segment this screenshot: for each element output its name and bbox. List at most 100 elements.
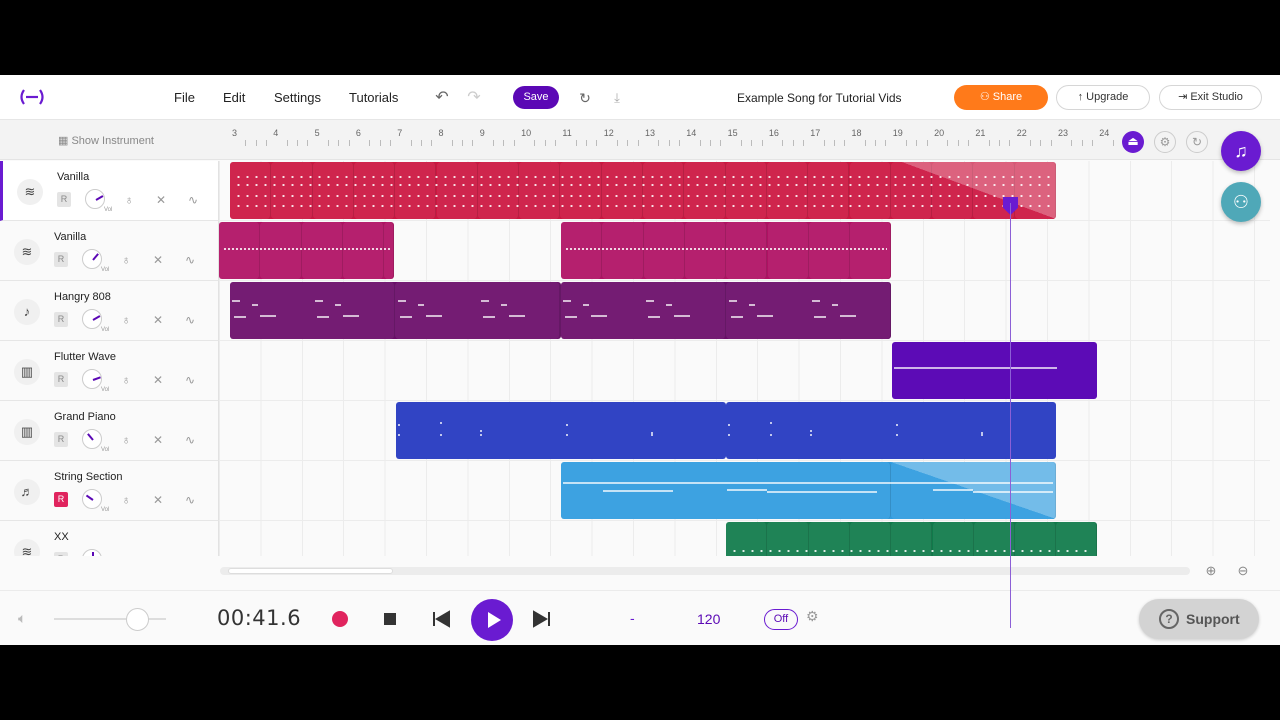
track-header[interactable]: ▥ Grand Piano R Vol ♁ ✕ ∿ [0, 401, 219, 461]
track-lane[interactable] [219, 461, 1270, 521]
record-arm-button[interactable]: R [57, 192, 71, 207]
audio-clip[interactable] [726, 402, 1056, 459]
stop-button[interactable] [374, 603, 406, 635]
mute-icon[interactable]: ✕ [150, 552, 166, 556]
audio-clip[interactable] [230, 282, 561, 339]
record-arm-button[interactable]: R [54, 492, 68, 507]
download-icon[interactable]: ⤓ [614, 90, 620, 105]
mute-icon[interactable]: ✕ [152, 253, 164, 267]
audio-clip[interactable] [561, 282, 891, 339]
track-header[interactable]: ▥ Flutter Wave R Vol ♁ ✕ ∿ [0, 341, 219, 401]
volume-knob[interactable] [82, 369, 102, 389]
show-instrument-toggle[interactable]: ▦ Show Instrument [58, 134, 154, 147]
track-header[interactable]: ≋XXRVol♁✕∿ [0, 521, 219, 556]
automation-icon[interactable]: ∿ [187, 193, 199, 207]
volume-knob[interactable] [82, 549, 102, 556]
rewind-button[interactable] [425, 603, 457, 635]
headphones-icon[interactable]: ♁ [121, 313, 131, 327]
guitar-icon[interactable]: ♪ [14, 299, 40, 325]
automation-icon[interactable]: ∿ [184, 253, 196, 267]
track-lane[interactable] [219, 521, 1270, 556]
audio-clip[interactable] [561, 222, 891, 279]
menu-edit[interactable]: Edit [223, 90, 246, 105]
track-name[interactable]: Hangry 808 [54, 291, 111, 303]
automation-icon[interactable]: ∿ [184, 313, 196, 327]
record-arm-button[interactable]: R [54, 252, 68, 267]
zoom-out-icon[interactable]: ⊖ [1237, 563, 1249, 578]
menu-tutorials[interactable]: Tutorials [349, 90, 399, 105]
save-button[interactable]: Save [513, 86, 559, 109]
drum-machine-icon[interactable]: ≋ [14, 239, 40, 265]
track-lane[interactable] [219, 161, 1270, 221]
volume-knob[interactable] [85, 189, 105, 209]
audio-clip[interactable] [219, 222, 394, 279]
record-arm-button[interactable]: R [54, 432, 68, 447]
track-name[interactable]: Flutter Wave [54, 351, 116, 363]
gear-icon[interactable]: ⚙ [1154, 131, 1176, 153]
volume-knob[interactable] [82, 489, 102, 509]
fade-region[interactable] [902, 162, 1056, 219]
track-header[interactable]: ♬ String Section R Vol ♁ ✕ ∿ [0, 461, 219, 521]
menu-settings[interactable]: Settings [274, 90, 321, 105]
headphones-icon[interactable]: ♁ [121, 493, 131, 507]
loop-icon[interactable]: ↻ [1186, 131, 1208, 153]
app-logo[interactable] [18, 87, 46, 107]
automation-icon[interactable]: ∿ [184, 433, 196, 447]
fade-region[interactable] [891, 462, 1056, 519]
support-button[interactable]: ? Support [1139, 599, 1259, 639]
undo-icon[interactable]: ↶ [435, 89, 449, 106]
master-volume-slider[interactable] [54, 618, 166, 620]
drum-machine-icon[interactable]: ≋ [14, 539, 40, 556]
timeline-ruler[interactable]: 3 4 5 6 7 8 9 10 11 12 13 14 15 16 17 18 19 20 21 22 23 24 [220, 120, 1135, 160]
upgrade-button[interactable]: ↑ Upgrade [1056, 85, 1150, 110]
track-lane[interactable] [219, 221, 1270, 281]
synth-icon[interactable]: ▥ [14, 359, 40, 385]
play-button[interactable] [471, 599, 513, 641]
menu-file[interactable]: File [174, 90, 195, 105]
audio-clip[interactable] [230, 162, 1056, 219]
exit-studio-button[interactable]: ⇥ Exit Studio [1159, 85, 1262, 110]
headphones-icon[interactable]: ♁ [118, 552, 134, 556]
audio-clip[interactable] [561, 462, 1056, 519]
timeline-scrollbar[interactable] [220, 567, 1190, 575]
track-name[interactable]: Vanilla [57, 171, 90, 183]
key-display[interactable]: - [630, 610, 635, 626]
volume-knob[interactable] [82, 249, 102, 269]
piano-icon[interactable]: ▥ [14, 419, 40, 445]
headphones-icon[interactable]: ♁ [121, 253, 131, 267]
track-name[interactable]: Grand Piano [54, 411, 116, 423]
refresh-icon[interactable]: ↻ [579, 90, 591, 106]
record-arm-button[interactable]: R [54, 312, 68, 327]
track-lane[interactable] [219, 341, 1270, 401]
track-lane[interactable] [219, 281, 1270, 341]
music-note-icon[interactable]: ♫ [1221, 131, 1261, 171]
metronome-toggle[interactable]: Off [764, 609, 798, 630]
forward-button[interactable] [526, 603, 558, 635]
metronome-settings-icon[interactable]: ⚙ [806, 608, 819, 624]
volume-knob[interactable] [82, 429, 102, 449]
violin-icon[interactable]: ♬ [14, 479, 40, 505]
track-header[interactable]: ♪ Hangry 808 R Vol ♁ ✕ ∿ [0, 281, 219, 341]
loop-region-icon[interactable]: ⏏ [1122, 131, 1144, 153]
track-name[interactable]: String Section [54, 471, 123, 483]
audio-clip[interactable] [726, 522, 1097, 556]
scrollbar-thumb[interactable] [228, 568, 393, 574]
zoom-in-icon[interactable]: ⊕ [1205, 563, 1217, 578]
share-button[interactable]: ⚇ Share [954, 85, 1048, 110]
volume-knob[interactable] [82, 309, 102, 329]
record-arm-button[interactable]: R [54, 552, 68, 556]
track-lane[interactable] [219, 401, 1270, 461]
mute-icon[interactable]: ✕ [152, 373, 164, 387]
master-volume-thumb[interactable] [126, 608, 149, 631]
drum-machine-icon[interactable]: ≋ [17, 179, 43, 205]
bpm-display[interactable]: 120 [697, 611, 721, 627]
headphones-icon[interactable]: ♁ [124, 193, 134, 207]
mute-icon[interactable]: ✕ [152, 313, 164, 327]
track-header[interactable]: ≋ Vanilla R Vol ♁ ✕ ∿ [0, 221, 219, 281]
mute-icon[interactable]: ✕ [152, 493, 164, 507]
audio-clip[interactable] [396, 402, 726, 459]
track-name[interactable]: XX [54, 531, 69, 543]
collaborate-icon[interactable]: ⚇ [1221, 182, 1261, 222]
mute-icon[interactable]: ✕ [152, 433, 164, 447]
song-title[interactable]: Example Song for Tutorial Vids [737, 91, 902, 105]
